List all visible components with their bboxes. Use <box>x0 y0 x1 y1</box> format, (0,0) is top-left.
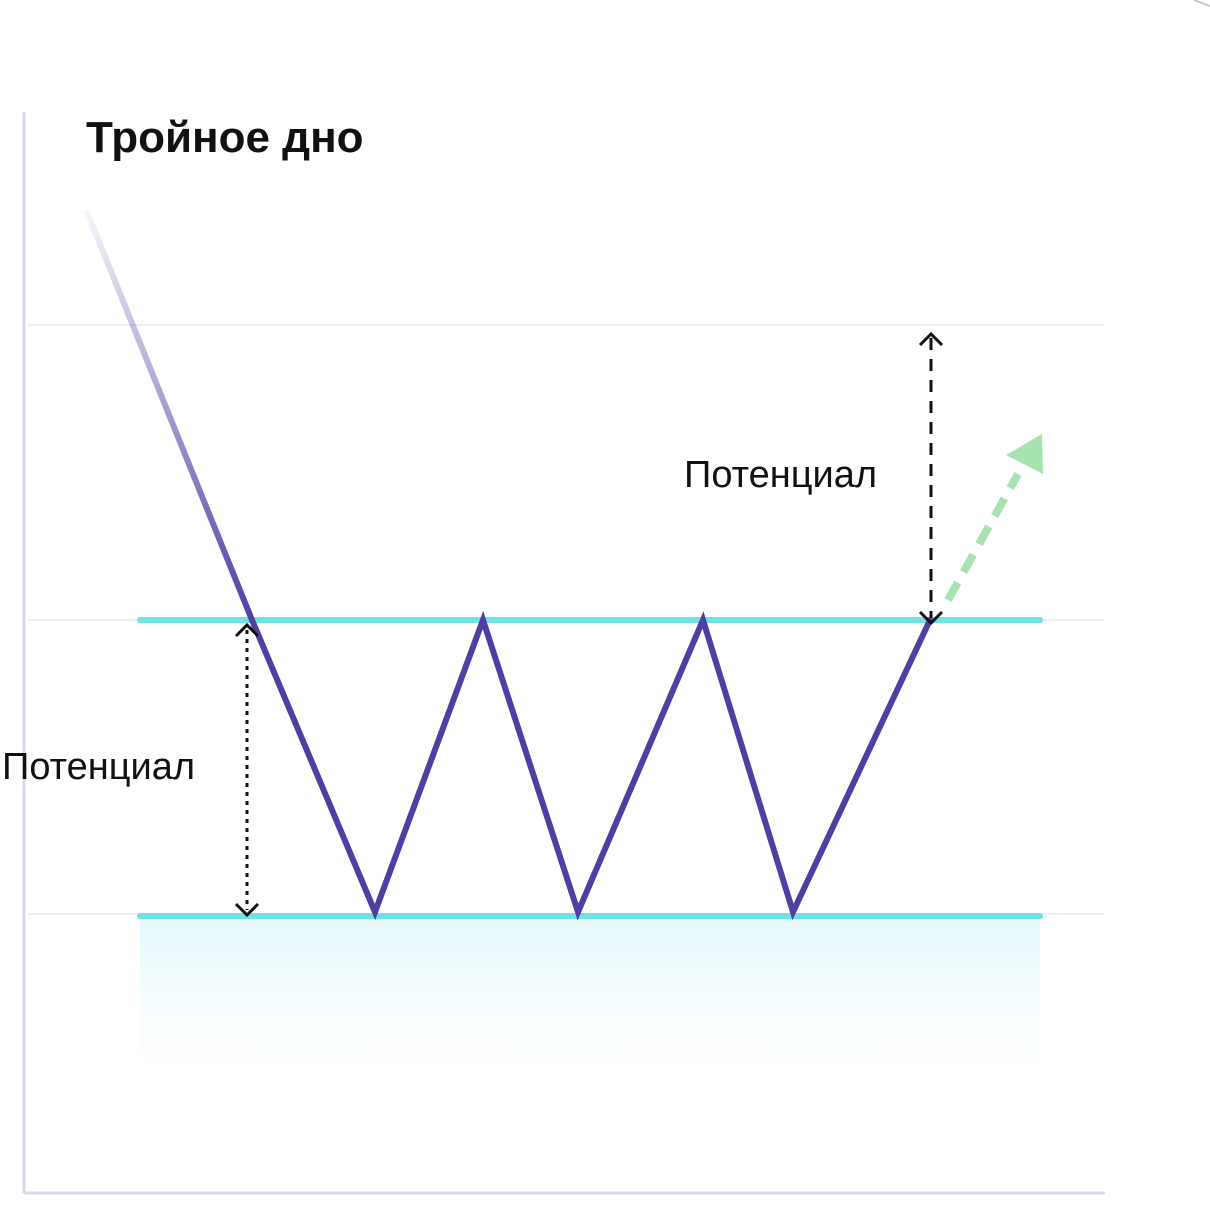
diagram-title: Тройное дно <box>86 113 364 162</box>
downtrend-line <box>84 209 255 623</box>
measure-arrow-left-head-down <box>234 902 260 918</box>
corner-mark <box>1193 0 1210 7</box>
breakout-arrow-line <box>944 472 1022 602</box>
price-line <box>249 610 933 921</box>
potential-label-top: Потенциал <box>684 454 877 496</box>
breakout-arrow-head <box>1006 434 1043 474</box>
potential-label-left: Потенциал <box>2 746 195 788</box>
measure-arrow-left-head-up <box>234 622 260 638</box>
support-zone-fill <box>140 916 1040 1116</box>
measure-arrow-top-head-up <box>918 331 944 347</box>
measure-arrow-top-head-down <box>918 610 944 626</box>
